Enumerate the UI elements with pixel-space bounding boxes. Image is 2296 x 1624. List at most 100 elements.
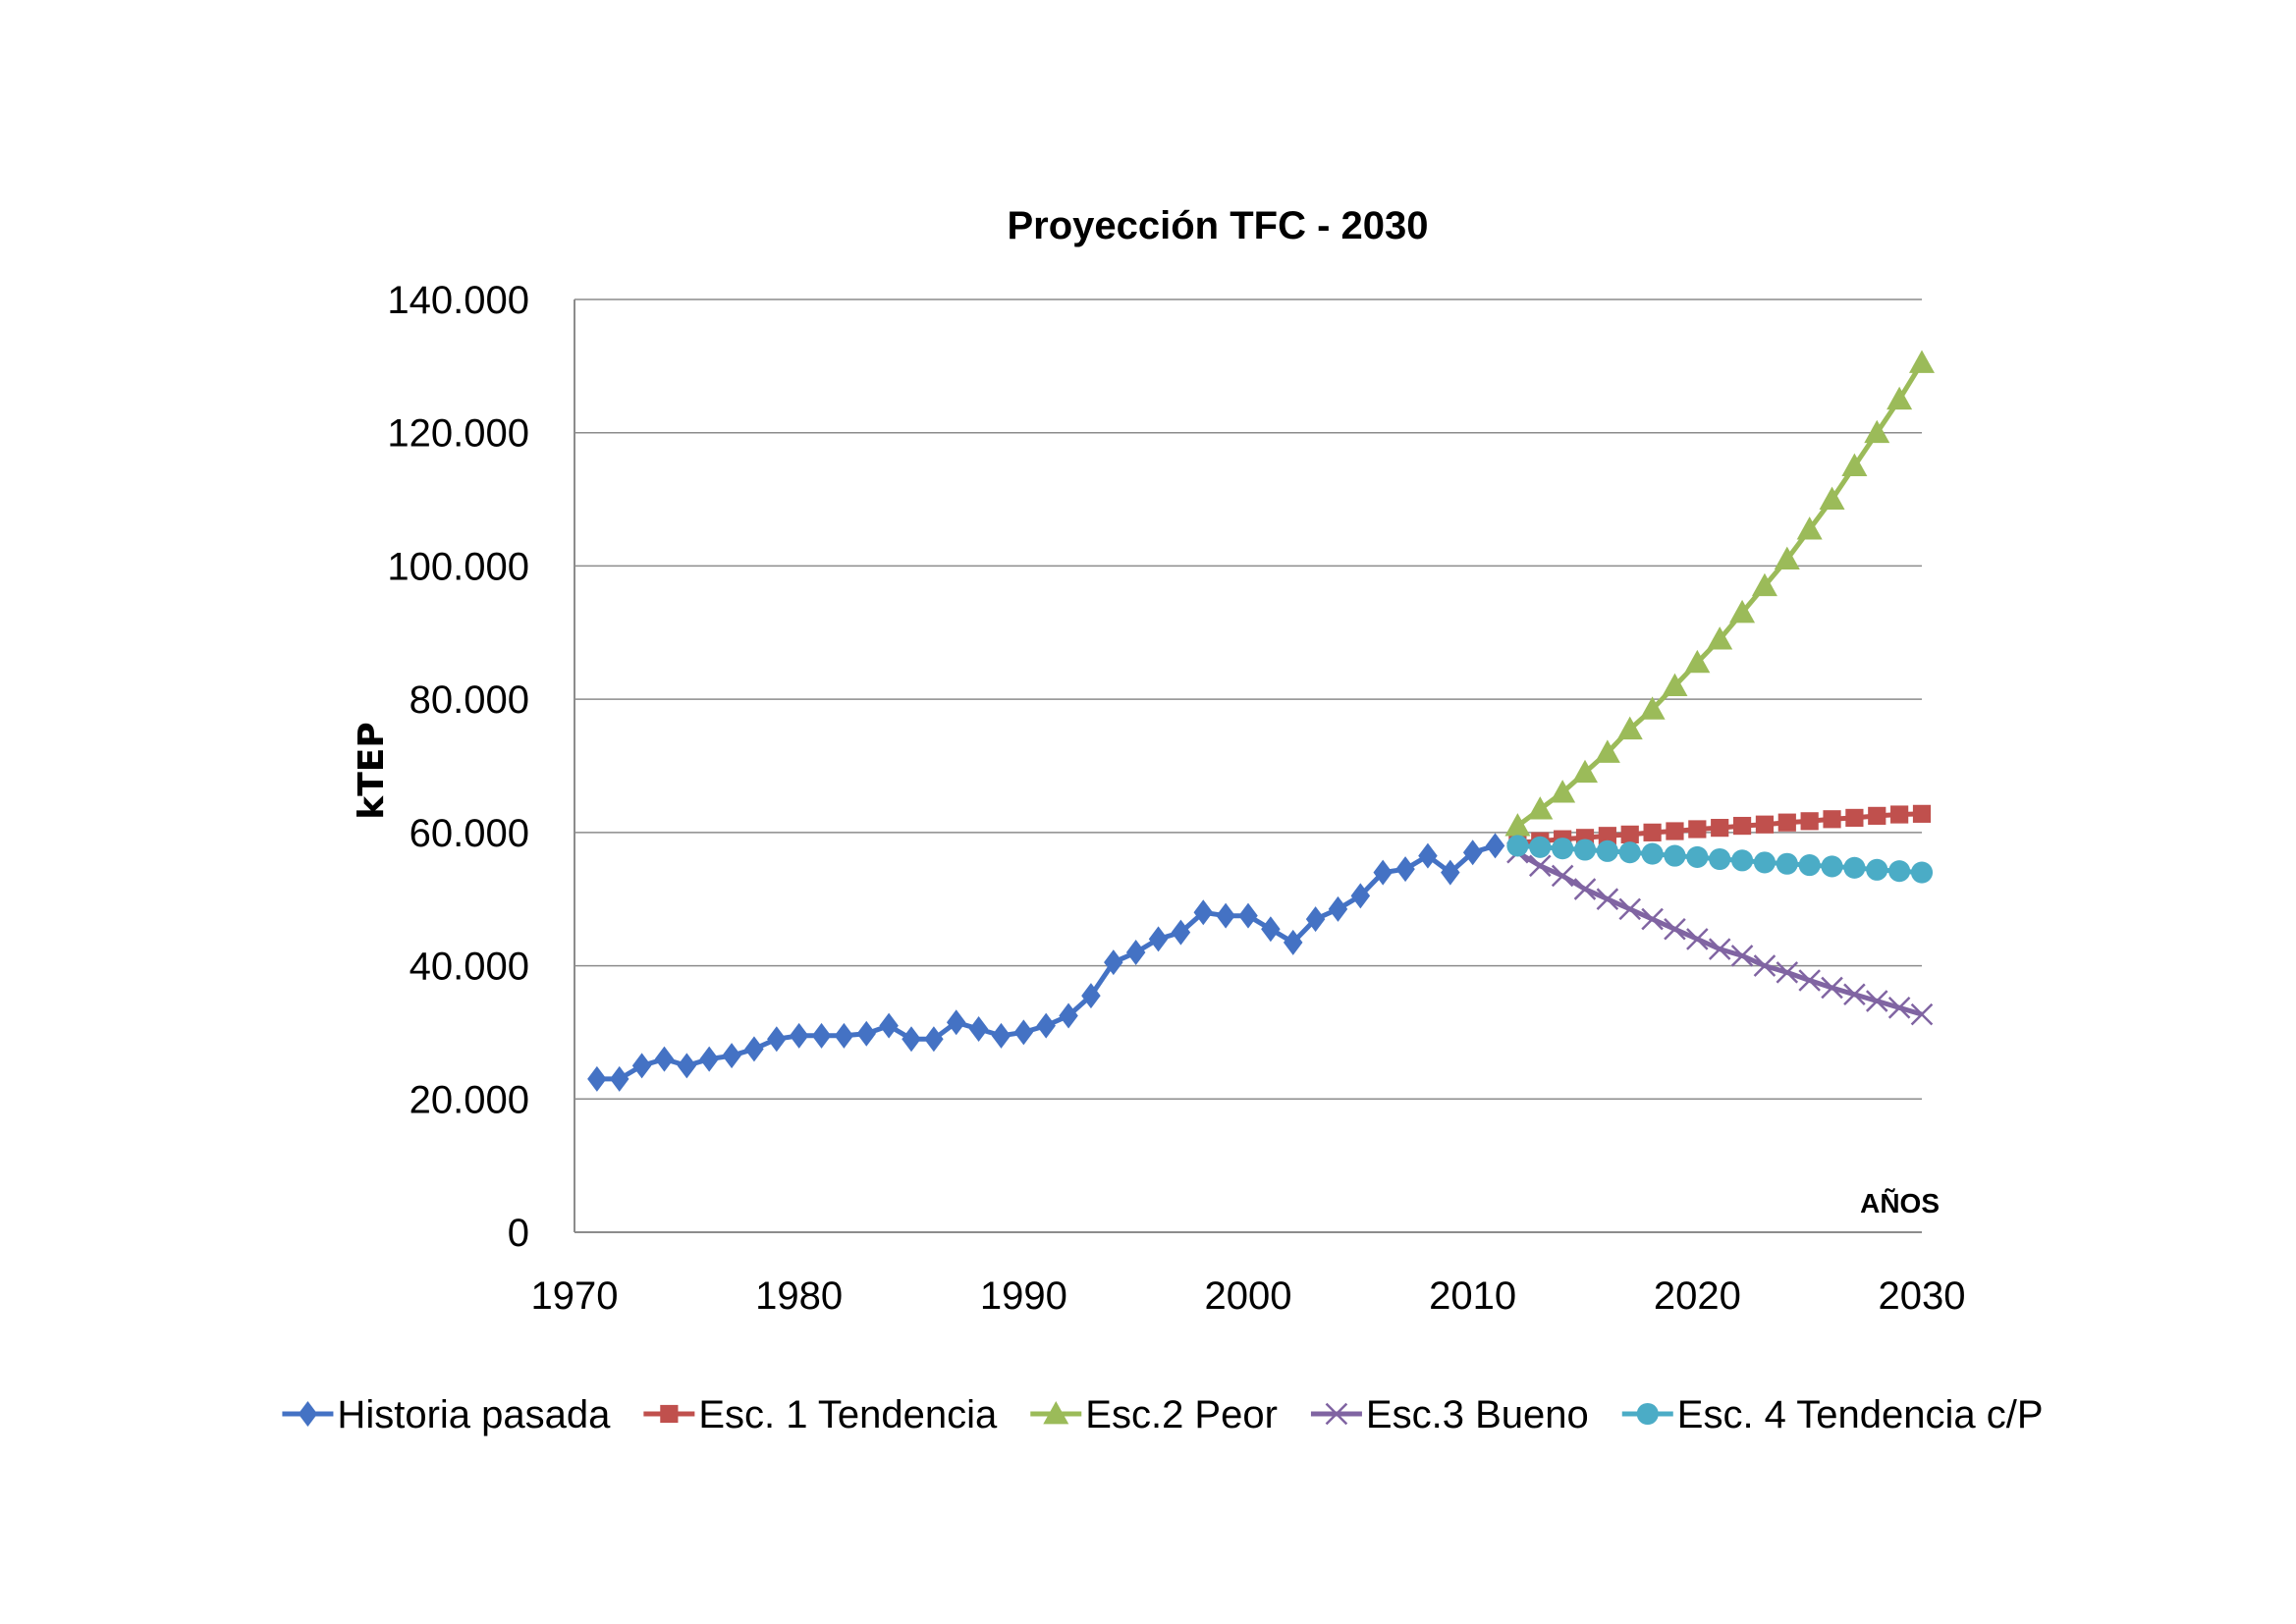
data-point xyxy=(1283,929,1303,955)
y-tick-label: 60.000 xyxy=(410,812,529,855)
data-point xyxy=(767,1026,787,1053)
data-point xyxy=(1798,854,1821,877)
legend-item: Esc.2 Peor xyxy=(1030,1393,1278,1436)
data-point xyxy=(1776,961,1799,984)
legend-label: Esc.2 Peor xyxy=(1085,1393,1278,1436)
data-point xyxy=(1912,804,1932,823)
legend-label: Historia pasada xyxy=(337,1393,611,1436)
data-point xyxy=(1441,859,1460,886)
data-point xyxy=(1890,805,1909,824)
legend-item: Historia pasada xyxy=(282,1393,611,1436)
data-point xyxy=(631,1053,652,1079)
data-point xyxy=(1774,546,1800,570)
data-point xyxy=(1666,822,1684,840)
data-point xyxy=(587,1065,607,1092)
data-point xyxy=(1504,813,1531,837)
data-point xyxy=(1171,919,1191,946)
legend-item: Esc. 1 Tendencia xyxy=(643,1393,998,1436)
data-point xyxy=(677,1053,697,1079)
data-point xyxy=(1395,856,1415,883)
data-point xyxy=(1755,815,1775,834)
data-point xyxy=(1686,845,1709,869)
data-point xyxy=(1036,1012,1056,1039)
data-point xyxy=(1708,938,1731,960)
data-point xyxy=(1238,902,1258,929)
data-point xyxy=(1866,858,1888,881)
data-point xyxy=(1868,806,1886,825)
data-point xyxy=(879,1012,899,1039)
x-tick-label: 1980 xyxy=(755,1274,843,1318)
data-point xyxy=(1373,859,1393,886)
legend-label: Esc. 1 Tendencia xyxy=(698,1393,998,1436)
data-point xyxy=(924,1026,944,1053)
data-point xyxy=(1462,839,1483,866)
data-point xyxy=(1707,626,1733,650)
legend: Historia pasada Esc. 1 Tendencia Esc.2 Peo… xyxy=(282,1393,2044,1436)
data-point xyxy=(1527,796,1554,820)
x-axis-label: AÑOS xyxy=(1860,1188,1940,1218)
y-tick-label: 140.000 xyxy=(387,279,529,322)
data-point xyxy=(1529,836,1552,858)
legend-item: Esc. 4 Tendencia c/P xyxy=(1621,1393,2044,1436)
data-point xyxy=(834,1022,854,1049)
data-point xyxy=(1485,833,1505,859)
data-point xyxy=(1616,716,1643,740)
data-point xyxy=(1594,739,1620,763)
data-point xyxy=(1013,1019,1034,1046)
y-axis-ticks: 0 20.000 40.000 60.000 80.000 100.000 120.000 1… xyxy=(387,279,529,1255)
legend-label: Esc.3 Bueno xyxy=(1366,1393,1589,1436)
data-point xyxy=(1148,926,1169,952)
data-point xyxy=(1910,861,1934,884)
data-point xyxy=(1216,902,1235,929)
data-point xyxy=(1821,976,1843,1000)
data-point xyxy=(1639,696,1666,720)
y-tick-label: 40.000 xyxy=(410,946,529,989)
data-point xyxy=(946,1009,966,1036)
data-point xyxy=(1800,812,1819,831)
data-point xyxy=(1572,759,1598,784)
legend-marker xyxy=(660,1404,679,1424)
data-point xyxy=(1796,516,1823,540)
data-point xyxy=(789,1022,809,1049)
data-point xyxy=(1823,810,1841,829)
data-point xyxy=(1709,847,1731,871)
data-point xyxy=(1729,599,1756,623)
series-2 xyxy=(1504,350,1935,837)
data-point xyxy=(1081,983,1101,1009)
series-line xyxy=(1516,850,1923,1017)
data-point xyxy=(1886,386,1913,410)
data-point xyxy=(1843,983,1866,1006)
x-tick-label: 2000 xyxy=(1205,1274,1292,1318)
data-point xyxy=(1819,486,1845,510)
chart-title: Proyección TFC - 2030 xyxy=(1007,204,1428,247)
y-tick-label: 120.000 xyxy=(387,412,529,456)
data-point xyxy=(1620,825,1639,843)
data-point xyxy=(1618,841,1641,864)
x-tick-label: 1990 xyxy=(980,1274,1067,1318)
data-point xyxy=(1305,906,1326,933)
data-point xyxy=(1751,572,1777,597)
x-tick-label: 2030 xyxy=(1879,1274,1966,1318)
data-point xyxy=(1865,990,1888,1012)
data-point xyxy=(1910,1002,1934,1026)
data-point xyxy=(1552,838,1574,860)
data-point xyxy=(968,1016,989,1043)
x-tick-label: 1970 xyxy=(531,1274,619,1318)
data-point xyxy=(1730,945,1754,967)
data-point xyxy=(1573,839,1597,861)
data-point xyxy=(991,1022,1011,1049)
data-point xyxy=(856,1020,877,1047)
data-point xyxy=(699,1046,719,1072)
data-point xyxy=(1888,860,1911,883)
data-point xyxy=(1596,839,1618,862)
grid xyxy=(574,298,1922,1233)
series-group xyxy=(587,350,1935,1092)
legend-label: Esc. 4 Tendencia c/P xyxy=(1677,1393,2044,1436)
y-tick-label: 80.000 xyxy=(410,678,529,722)
series-3 xyxy=(1506,840,1934,1026)
series-0 xyxy=(587,833,1505,1092)
data-point xyxy=(1686,928,1709,950)
legend-marker xyxy=(1636,1402,1659,1426)
data-point xyxy=(811,1022,832,1049)
